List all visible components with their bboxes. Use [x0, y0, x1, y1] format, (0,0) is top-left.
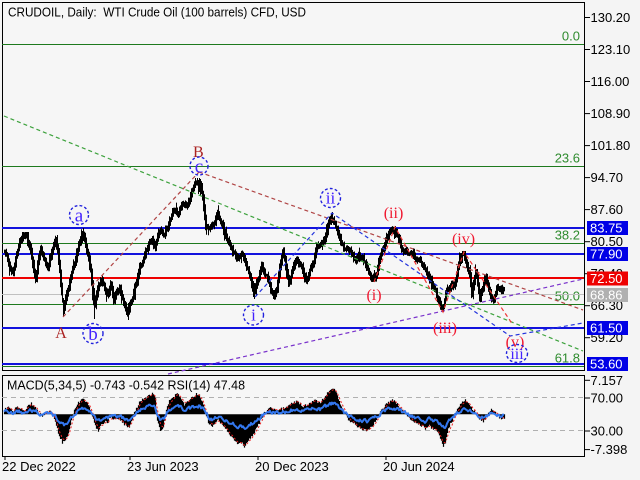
svg-text:22 Dec 2022: 22 Dec 2022: [2, 459, 76, 474]
svg-text:87.60: 87.60: [591, 202, 624, 217]
svg-text:94.70: 94.70: [591, 170, 624, 185]
svg-text:0.0: 0.0: [562, 29, 580, 44]
svg-text:123.10: 123.10: [591, 42, 631, 57]
svg-text:20 Jun 2024: 20 Jun 2024: [383, 459, 455, 474]
svg-text:MACD(5,34,5) -0.743 -0.542 RSI: MACD(5,34,5) -0.743 -0.542 RSI(14) 47.48: [7, 378, 245, 393]
svg-text:i: i: [251, 306, 256, 325]
svg-text:61.50: 61.50: [590, 321, 623, 336]
svg-text:(v): (v): [506, 334, 525, 351]
svg-text:53.60: 53.60: [590, 357, 623, 372]
svg-text:7.157: 7.157: [591, 373, 624, 388]
svg-text:108.90: 108.90: [591, 106, 631, 121]
svg-text:c: c: [195, 156, 203, 177]
svg-text:80.50: 80.50: [591, 234, 624, 249]
svg-text:83.75: 83.75: [590, 221, 623, 236]
svg-text:101.80: 101.80: [591, 138, 631, 153]
svg-text:(iv): (iv): [452, 231, 475, 248]
svg-text:72.50: 72.50: [590, 271, 623, 286]
svg-text:A: A: [55, 325, 67, 342]
svg-text:23 Jun 2023: 23 Jun 2023: [127, 459, 199, 474]
svg-text:ii: ii: [326, 189, 336, 208]
svg-text:(i): (i): [366, 287, 381, 304]
svg-text:130.20: 130.20: [591, 10, 631, 25]
svg-text:30.00: 30.00: [591, 424, 624, 439]
svg-text:iii: iii: [510, 346, 524, 363]
svg-text:77.90: 77.90: [590, 247, 623, 262]
svg-text:38.2: 38.2: [555, 228, 580, 243]
svg-text:CRUDOIL, Daily: WTI Crude Oil: CRUDOIL, Daily: WTI Crude Oil (100 barre…: [8, 5, 306, 20]
svg-text:70.00: 70.00: [591, 391, 624, 406]
svg-text:116.00: 116.00: [591, 74, 630, 89]
svg-text:23.6: 23.6: [555, 151, 580, 166]
svg-text:61.8: 61.8: [555, 351, 580, 366]
svg-text:B: B: [193, 144, 204, 161]
svg-text:20 Dec 2023: 20 Dec 2023: [255, 459, 329, 474]
svg-text:50.0: 50.0: [555, 289, 580, 304]
svg-text:-7.398: -7.398: [591, 442, 628, 457]
svg-text:(iii): (iii): [433, 320, 457, 337]
svg-text:b: b: [88, 324, 98, 345]
svg-text:a: a: [75, 205, 84, 226]
svg-text:(ii): (ii): [384, 205, 404, 222]
svg-text:68.86: 68.86: [590, 288, 623, 303]
